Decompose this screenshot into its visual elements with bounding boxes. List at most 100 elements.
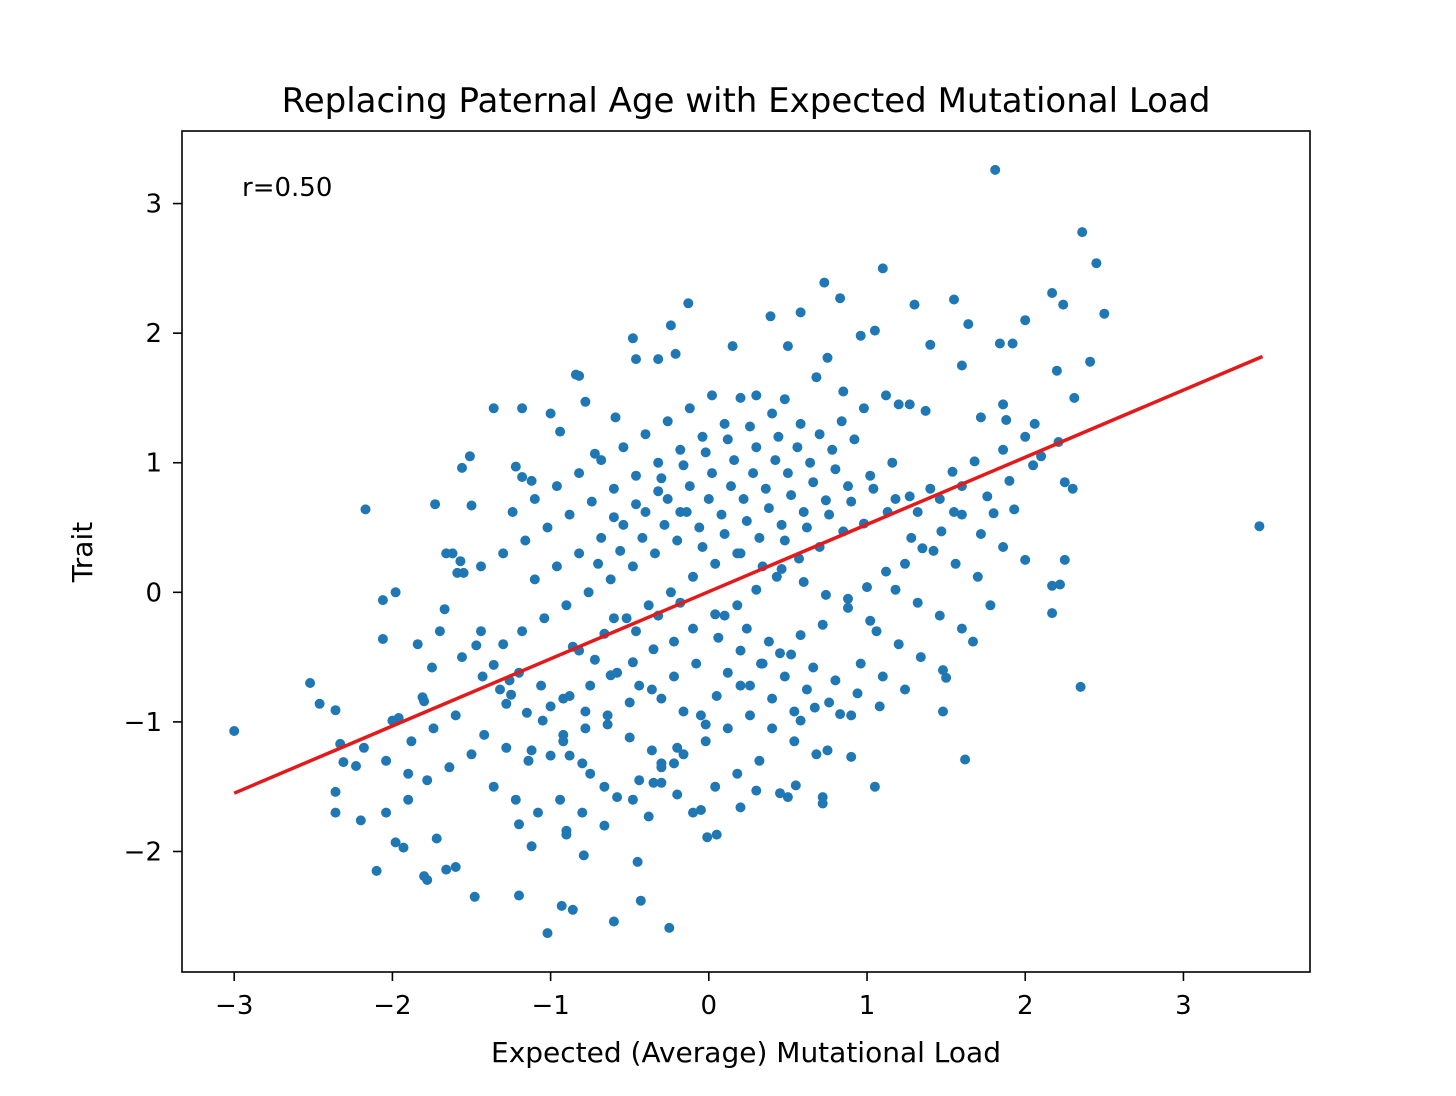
data-point xyxy=(458,567,469,578)
data-point xyxy=(441,548,452,559)
data-point xyxy=(624,697,635,708)
data-point xyxy=(904,399,915,410)
data-point xyxy=(934,494,945,504)
x-tick-label: 1 xyxy=(859,991,876,1021)
data-point xyxy=(1058,299,1069,310)
data-point xyxy=(585,680,596,691)
data-point xyxy=(817,619,828,630)
data-point xyxy=(735,392,746,403)
data-point xyxy=(732,600,743,611)
data-point xyxy=(381,755,392,766)
data-point xyxy=(558,693,569,704)
data-point xyxy=(869,781,880,792)
data-point xyxy=(745,710,755,721)
data-point xyxy=(533,807,543,818)
data-point xyxy=(998,399,1009,410)
data-point xyxy=(711,691,722,701)
data-point xyxy=(681,507,692,517)
data-point xyxy=(809,702,820,713)
data-point xyxy=(716,509,727,520)
data-point xyxy=(314,698,325,709)
data-point xyxy=(390,587,401,598)
data-point xyxy=(427,662,437,673)
data-point xyxy=(710,609,721,620)
data-point xyxy=(612,792,623,803)
data-point xyxy=(675,444,686,455)
data-point xyxy=(539,613,550,624)
data-point xyxy=(906,532,917,543)
regression-line xyxy=(233,354,1264,795)
data-point xyxy=(510,461,521,472)
data-point xyxy=(855,658,866,669)
data-point xyxy=(735,680,746,691)
x-tick-label: −3 xyxy=(215,991,253,1021)
data-point xyxy=(713,632,724,643)
data-point xyxy=(789,706,800,717)
data-point xyxy=(877,671,888,682)
data-point xyxy=(665,320,676,331)
data-point xyxy=(890,494,901,504)
data-point xyxy=(822,745,833,756)
data-point xyxy=(877,263,888,274)
data-point xyxy=(605,574,616,585)
data-point xyxy=(757,658,768,669)
data-point xyxy=(593,558,604,569)
data-point xyxy=(893,399,904,410)
data-point xyxy=(881,390,891,401)
data-point xyxy=(602,719,613,730)
data-point xyxy=(811,372,822,383)
data-point xyxy=(656,777,667,788)
data-point xyxy=(428,723,439,734)
data-point xyxy=(580,396,591,407)
data-point xyxy=(586,496,597,507)
data-point xyxy=(830,675,841,686)
data-point xyxy=(684,481,695,492)
data-point xyxy=(510,794,521,805)
data-point xyxy=(526,475,537,486)
data-point xyxy=(801,522,812,533)
data-point xyxy=(627,657,638,668)
data-point xyxy=(808,477,819,488)
data-point xyxy=(741,516,752,526)
data-point xyxy=(648,644,659,655)
data-point xyxy=(982,491,993,502)
data-point xyxy=(727,341,738,352)
data-point xyxy=(608,512,619,523)
data-point xyxy=(936,526,947,537)
data-point xyxy=(455,556,466,567)
data-point xyxy=(710,781,721,792)
data-point xyxy=(846,710,857,721)
data-point xyxy=(648,777,659,788)
data-point xyxy=(726,481,736,492)
data-point xyxy=(697,542,708,552)
data-point xyxy=(561,825,572,836)
data-point xyxy=(776,564,787,574)
data-point xyxy=(869,325,880,336)
data-point xyxy=(795,418,806,429)
data-point xyxy=(514,819,524,830)
data-point xyxy=(707,468,717,479)
data-point xyxy=(776,519,787,530)
data-point xyxy=(789,736,800,747)
data-point xyxy=(822,352,833,363)
data-point xyxy=(814,429,825,440)
data-point xyxy=(694,522,705,533)
data-point xyxy=(773,431,784,442)
data-point xyxy=(439,604,450,615)
data-point xyxy=(1099,308,1110,319)
data-point xyxy=(338,757,349,768)
data-point xyxy=(580,706,591,717)
data-point xyxy=(608,613,619,624)
data-point xyxy=(498,639,509,650)
data-point xyxy=(406,736,417,747)
data-point xyxy=(798,577,809,587)
data-point xyxy=(631,470,641,481)
data-point xyxy=(767,408,778,419)
data-point xyxy=(330,807,341,818)
data-point xyxy=(745,680,755,691)
data-point xyxy=(662,416,673,427)
data-point xyxy=(558,736,569,747)
data-point xyxy=(580,723,591,734)
data-point xyxy=(760,483,771,494)
data-point xyxy=(865,615,876,626)
